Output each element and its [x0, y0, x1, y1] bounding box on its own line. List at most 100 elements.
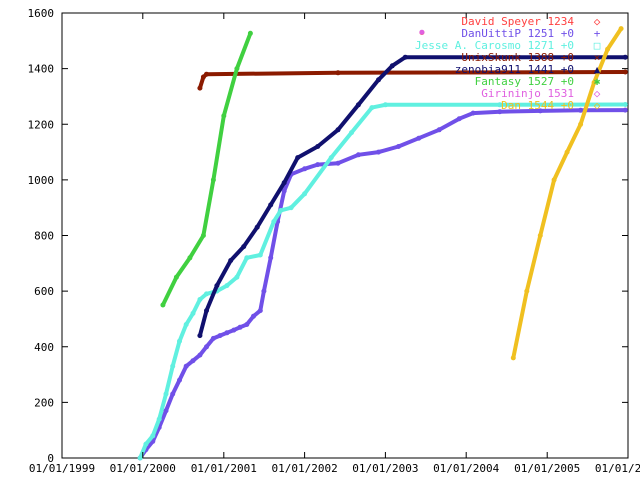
series-6	[419, 29, 425, 35]
series-line	[197, 55, 626, 337]
data-point	[510, 355, 516, 361]
y-tick-label: 200	[34, 396, 54, 409]
data-point	[156, 416, 162, 422]
data-point	[244, 322, 250, 327]
data-point	[187, 255, 193, 261]
series-line	[161, 32, 253, 306]
data-point	[376, 77, 381, 83]
series-1	[137, 107, 628, 461]
data-point	[210, 177, 216, 183]
data-point	[524, 288, 530, 294]
y-tick-label: 800	[34, 230, 54, 243]
data-point	[419, 29, 425, 35]
data-point	[163, 408, 169, 414]
data-point	[456, 116, 462, 122]
data-point	[204, 344, 209, 350]
data-point	[261, 288, 267, 294]
data-point	[564, 149, 570, 155]
data-point	[376, 149, 381, 155]
y-tick-label: 1600	[28, 7, 55, 20]
data-point	[271, 219, 277, 225]
data-point	[302, 191, 308, 197]
series-5	[160, 30, 253, 308]
legend-marker: ✱	[594, 75, 601, 88]
data-point	[335, 70, 341, 76]
data-point	[328, 155, 334, 161]
data-point	[497, 109, 503, 115]
data-point	[622, 69, 628, 75]
series-7	[510, 26, 624, 361]
y-tick-label: 1200	[28, 118, 55, 131]
data-point	[190, 310, 196, 316]
x-tick-label: 01/01/1999	[29, 462, 95, 475]
data-point	[618, 26, 624, 32]
data-point	[170, 391, 176, 397]
x-tick-label: 01/01/2000	[110, 462, 176, 475]
data-point	[396, 144, 401, 149]
data-point	[622, 107, 628, 113]
data-point	[241, 244, 247, 250]
legend-label: zenobia911 1441 +0	[455, 63, 574, 76]
data-point	[335, 127, 341, 133]
data-point	[578, 107, 584, 113]
x-tick-label: 01/01/2002	[271, 462, 337, 475]
data-point	[150, 433, 156, 439]
data-point	[234, 274, 240, 280]
data-point	[177, 377, 182, 383]
legend-marker: +	[594, 27, 601, 40]
y-tick-label: 400	[34, 341, 54, 354]
data-point	[221, 113, 227, 119]
legend-marker: ×	[594, 51, 601, 64]
data-point	[204, 308, 209, 314]
data-point	[247, 30, 253, 36]
x-tick-label: 01/01/2003	[352, 462, 418, 475]
legend-label: UnixSkunk 1388 +0	[461, 51, 574, 64]
y-tick-label: 1000	[28, 174, 55, 187]
y-tick-label: 0	[47, 452, 54, 465]
data-point	[234, 66, 240, 72]
legend: David Speyer 1234 ◇ DanUittiP 1251 +0 + Jess…	[415, 15, 601, 112]
data-point	[315, 162, 321, 168]
data-point	[163, 391, 169, 397]
legend-marker: ◇	[594, 15, 601, 28]
legend-marker: ◇	[594, 99, 601, 112]
series-line	[138, 102, 626, 459]
y-tick-label: 1400	[28, 63, 55, 76]
data-point	[537, 233, 543, 238]
data-point	[237, 324, 243, 330]
data-point	[197, 352, 203, 358]
data-point	[200, 233, 206, 238]
x-tick-label: 01/01/2005	[514, 462, 580, 475]
data-point	[217, 333, 223, 339]
data-point	[268, 202, 274, 208]
data-point	[231, 327, 237, 333]
data-point	[278, 208, 284, 213]
data-point	[605, 46, 611, 52]
data-point	[183, 363, 189, 369]
data-point	[349, 130, 354, 136]
data-point	[197, 85, 203, 91]
data-point	[355, 102, 361, 108]
data-point	[416, 135, 422, 141]
y-tick-label: 600	[34, 285, 54, 298]
data-point	[281, 188, 287, 194]
data-point	[497, 102, 503, 108]
data-point	[177, 338, 182, 344]
data-point	[228, 258, 234, 263]
legend-marker: □	[594, 39, 601, 52]
data-point	[382, 102, 388, 108]
x-tick-label: 01/01/2006	[595, 462, 640, 475]
data-point	[214, 283, 220, 289]
data-point	[137, 455, 143, 461]
data-point	[335, 160, 341, 166]
data-point	[389, 63, 395, 69]
data-point	[204, 291, 209, 297]
data-point	[315, 144, 321, 149]
data-point	[254, 224, 260, 230]
data-point	[268, 255, 274, 261]
data-point	[197, 297, 203, 302]
axis-layer: 0 200 400 600 800 1000 1200 1400 1600 01/01/1999 0…	[28, 7, 640, 475]
data-point	[224, 330, 230, 336]
legend-label: Jesse A. Carosmo 1271 +0	[415, 39, 574, 52]
